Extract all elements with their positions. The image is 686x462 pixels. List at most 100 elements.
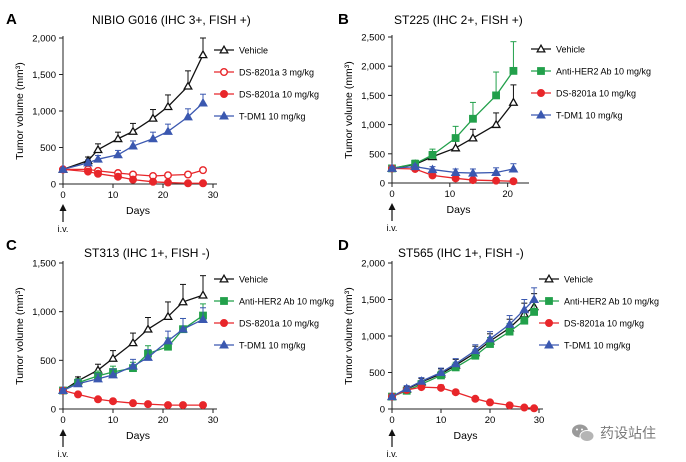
- data-point: [183, 111, 193, 121]
- data-point: [163, 311, 173, 321]
- data-point: [198, 97, 208, 107]
- legend-label: DS-8201a 10 mg/kg: [564, 319, 644, 329]
- data-point: [492, 91, 500, 100]
- data-point: [508, 97, 519, 106]
- data-point: [508, 163, 519, 173]
- data-point: [491, 119, 502, 129]
- x-tick-label: 20: [158, 190, 169, 201]
- y-tick-label: 2,000: [32, 34, 56, 45]
- x-axis-label: Days: [454, 430, 478, 442]
- watermark: 药设站住: [570, 417, 680, 447]
- data-point: [509, 177, 518, 186]
- x-tick-label: 0: [389, 415, 394, 426]
- series-0: [387, 293, 540, 401]
- data-point: [163, 335, 173, 345]
- data-point: [450, 142, 461, 152]
- data-point: [198, 166, 207, 175]
- data-point: [73, 390, 82, 399]
- legend-label: T-DM1 10 mg/kg: [564, 341, 631, 351]
- series-line: [391, 299, 535, 398]
- series-1: [59, 303, 207, 395]
- data-point: [143, 324, 153, 333]
- data-point: [416, 376, 427, 385]
- legend-marker: [219, 67, 228, 76]
- legend-marker: [220, 297, 228, 305]
- data-point: [113, 172, 122, 181]
- data-point: [164, 342, 172, 351]
- data-point: [108, 369, 118, 379]
- data-point: [148, 133, 158, 143]
- series-line: [391, 306, 535, 398]
- panel-title: ST565 (IHC 1+, FISH -): [398, 246, 524, 260]
- data-point: [529, 294, 540, 303]
- legend-label: Vehicle: [564, 275, 593, 285]
- dose-arrow-head-icon: [59, 429, 67, 436]
- y-tick-label: 500: [369, 368, 385, 379]
- data-point: [163, 101, 173, 111]
- panel-d: D ST565 (IHC 1+, FISH -) 0 500 1,000 1,500 2,0…: [338, 237, 659, 459]
- y-tick-label: 1,500: [361, 295, 385, 306]
- data-point: [470, 345, 481, 355]
- y-tick-label: 500: [369, 149, 385, 160]
- data-point: [530, 308, 538, 316]
- data-point: [113, 133, 123, 143]
- x-axis-label: Days: [126, 430, 150, 442]
- data-point: [468, 132, 478, 142]
- legend-label: Vehicle: [239, 275, 268, 285]
- series-line: [391, 311, 535, 398]
- data-point: [428, 171, 437, 180]
- series-3: [58, 93, 208, 173]
- data-point: [451, 388, 460, 397]
- data-point: [183, 81, 193, 90]
- data-point: [428, 151, 437, 159]
- legend-marker: [219, 273, 229, 283]
- legend-marker: [544, 339, 554, 349]
- data-point: [178, 324, 188, 333]
- panel-b: B ST225 (IHC 2+, FISH +) 0 500 1,000 1,500 2,0…: [338, 11, 651, 233]
- data-point: [128, 175, 137, 184]
- data-point: [505, 401, 514, 410]
- x-tick-label: 30: [534, 415, 545, 426]
- panel-letter: A: [6, 11, 17, 28]
- data-point: [471, 394, 480, 403]
- data-point: [143, 400, 152, 409]
- legend-marker: [545, 319, 554, 328]
- legend-label: Anti-HER2 Ab 10 mg/kg: [239, 297, 334, 307]
- legend-marker: [219, 319, 228, 328]
- y-axis-label: Tumor volume (mm³): [343, 61, 355, 159]
- data-point: [450, 358, 461, 368]
- data-point: [198, 314, 208, 323]
- data-point: [436, 367, 446, 376]
- x-tick-label: 20: [502, 189, 513, 200]
- data-point: [468, 167, 478, 177]
- data-point: [451, 134, 460, 142]
- x-tick-label: 30: [208, 415, 219, 426]
- data-point: [505, 327, 514, 336]
- series-2: [59, 165, 207, 188]
- data-point: [143, 352, 153, 361]
- x-axis-label: Days: [126, 205, 150, 217]
- dose-label: i.v.: [58, 449, 69, 457]
- wechat-logo-icon: [572, 424, 595, 442]
- y-tick-label: 2,000: [361, 259, 385, 270]
- data-point: [437, 383, 446, 392]
- data-point: [520, 316, 529, 325]
- legend-label: Vehicle: [239, 46, 268, 56]
- legend-label: T-DM1 10 mg/kg: [556, 111, 623, 121]
- dose-label: i.v.: [58, 224, 69, 234]
- watermark-text: 药设站住: [600, 425, 656, 441]
- panel-a: A NIBIO G016 (IHC 3+, FISH +) 0 500 1,000 1,5…: [6, 11, 319, 234]
- panel-title: ST313 (IHC 1+, FISH -): [84, 246, 210, 260]
- x-tick-label: 0: [60, 415, 65, 426]
- series-0: [58, 275, 208, 395]
- x-tick-label: 20: [158, 415, 169, 426]
- y-axis-label: Tumor volume (mm³): [343, 287, 355, 385]
- data-point: [519, 304, 530, 314]
- data-point: [198, 179, 207, 188]
- series-1: [388, 41, 518, 173]
- y-tick-label: 0: [380, 405, 385, 416]
- y-tick-label: 1,000: [32, 307, 56, 318]
- y-tick-label: 1,500: [32, 259, 56, 270]
- y-tick-label: 1,500: [32, 70, 56, 81]
- series-line: [62, 54, 204, 171]
